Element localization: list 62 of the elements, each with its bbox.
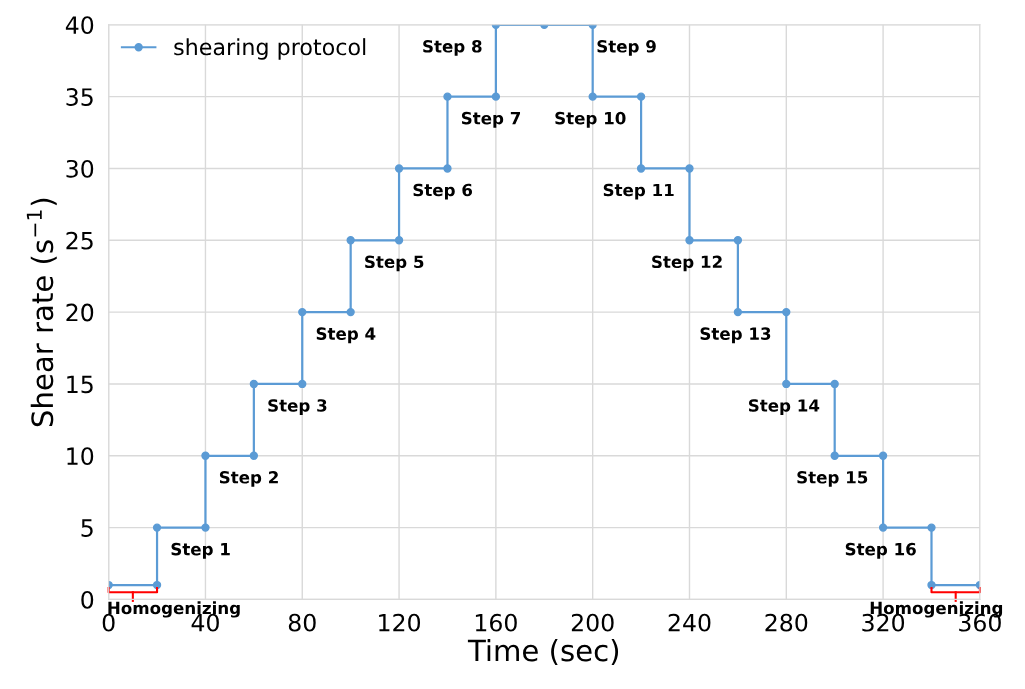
annotation: Step 4: [316, 327, 376, 344]
point: [152, 523, 162, 532]
x-tick-label: 240: [668, 613, 711, 632]
y-tick-label: 30: [66, 159, 94, 178]
annotation: Step 7: [461, 111, 521, 128]
point: [298, 379, 307, 389]
point: [830, 379, 839, 389]
point: [927, 523, 936, 532]
annotation: Step 12: [652, 255, 722, 272]
point: [636, 164, 646, 173]
y-tick-label: 40: [65, 16, 94, 35]
point: [491, 92, 501, 101]
annotation: Step 10: [555, 111, 626, 128]
point: [443, 164, 452, 173]
annotation: Step 2: [219, 470, 278, 487]
point: [733, 307, 743, 317]
y-tick-label: 5: [81, 519, 93, 537]
point: [394, 236, 404, 245]
x-axis-title: Time (sec): [467, 638, 619, 665]
annotation: Step 15: [797, 470, 868, 487]
y-tick-label: 15: [67, 375, 93, 394]
y-tick-label: 25: [66, 231, 93, 250]
point: [201, 523, 210, 532]
point: [830, 451, 839, 460]
point: [782, 379, 791, 389]
annotation: Step 1: [171, 542, 230, 559]
point: [733, 236, 743, 245]
annotation: Step 8: [423, 40, 482, 56]
annotation: Step 5: [365, 255, 424, 272]
point: [346, 236, 355, 245]
annotation: Step 16: [845, 542, 916, 559]
point: [878, 523, 888, 532]
point: [685, 236, 694, 245]
point: [249, 379, 259, 389]
point: [394, 164, 404, 173]
point: [588, 92, 597, 101]
annotation: Step 11: [603, 183, 674, 200]
point: [298, 307, 307, 317]
point: [443, 92, 452, 101]
point: [685, 164, 694, 173]
x-tick-label: 80: [288, 613, 316, 632]
y-tick-label: 20: [66, 303, 94, 322]
annotation: Step 13: [700, 327, 771, 344]
y-tick-label: 10: [67, 447, 94, 466]
point: [346, 307, 355, 317]
y-tick-label: 0: [81, 590, 94, 609]
y-tick-label: 35: [66, 88, 93, 106]
annotation: Step 6: [413, 183, 473, 200]
y-axis-title: Shear rate (s$^{−1}$): [26, 198, 57, 427]
annotation: Step 9: [597, 40, 656, 56]
x-tick-label: 120: [379, 613, 421, 632]
annotation: Step 3: [268, 399, 327, 415]
point: [878, 451, 888, 460]
point: [249, 451, 259, 460]
x-tick-label: 200: [571, 613, 614, 632]
point: [636, 92, 646, 101]
point: [201, 451, 210, 460]
point: [782, 307, 791, 317]
x-tick-label: 160: [475, 613, 517, 632]
x-tick-label: 280: [765, 613, 808, 632]
legend-label: shearing protocol: [174, 38, 366, 60]
annotation: Step 14: [748, 399, 820, 415]
